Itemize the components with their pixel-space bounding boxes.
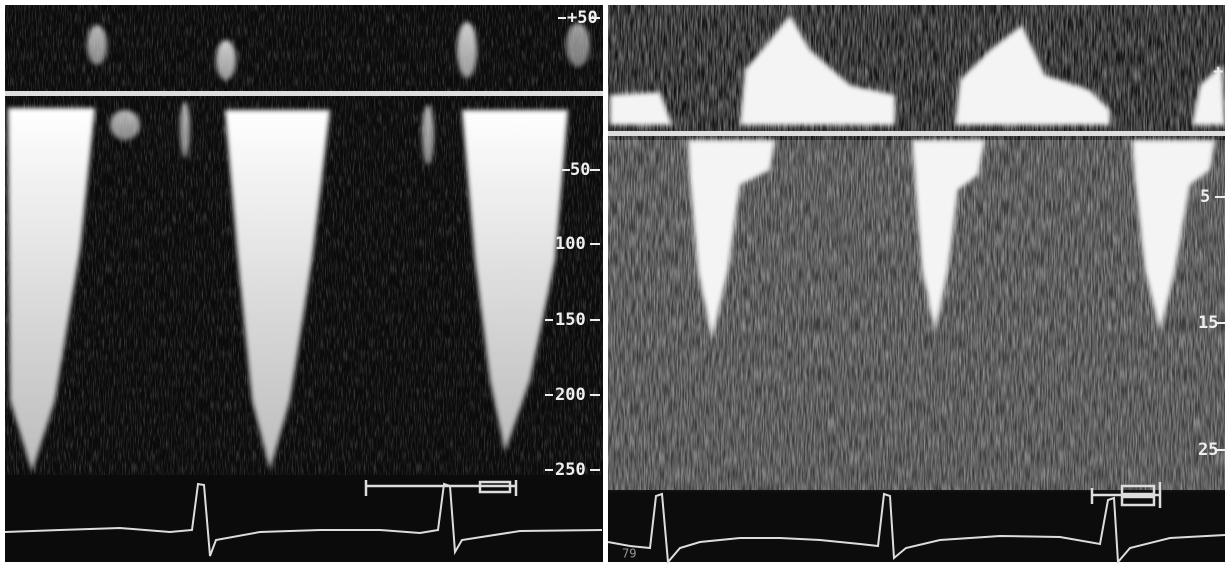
scale-label: 25 — [1198, 440, 1218, 460]
flow-envelope — [912, 140, 985, 332]
artifact — [87, 25, 107, 65]
artifact — [180, 102, 190, 158]
scale-ticks — [545, 17, 600, 471]
artifact — [457, 22, 477, 78]
baseline — [5, 91, 603, 96]
spectral-envelopes — [610, 15, 1225, 340]
scale-label: +50 — [567, 8, 598, 28]
left-panel: +50 50 100 150 200 250 — [4, 5, 603, 562]
flow-envelope — [8, 108, 95, 472]
scale-label: 250 — [555, 460, 586, 480]
scale-ticks — [1215, 196, 1225, 451]
baseline — [608, 131, 1225, 136]
flow-envelope — [955, 25, 1110, 125]
flow-envelope — [1132, 140, 1215, 332]
scale-label: 100 — [555, 234, 586, 254]
scale-label: 50 — [570, 160, 590, 180]
flow-envelope — [462, 110, 568, 452]
artifact — [566, 23, 590, 67]
flow-envelope — [1192, 65, 1225, 125]
spectral-envelopes — [8, 22, 590, 472]
scale-label: 15 — [1198, 313, 1218, 333]
artifact — [216, 40, 236, 80]
flow-envelope — [610, 92, 672, 125]
flow-envelope — [225, 110, 330, 470]
corner-text: 79 — [622, 547, 636, 561]
scale-label: 200 — [555, 385, 586, 405]
right-panel: + 5 15 25 79 — [607, 5, 1226, 565]
ecg-trace — [607, 492, 1226, 565]
scale-label: 150 — [555, 310, 586, 330]
ecg-trace — [4, 482, 603, 557]
ecg-area — [608, 492, 1225, 562]
flow-envelope — [740, 15, 895, 125]
flow-envelope — [688, 140, 775, 340]
scale-label: 5 — [1200, 187, 1210, 207]
artifact — [110, 110, 140, 140]
time-scale-bar — [1090, 482, 1162, 508]
scale-label: + — [1213, 62, 1223, 82]
time-scale-bar — [364, 480, 518, 496]
artifact — [422, 105, 434, 165]
